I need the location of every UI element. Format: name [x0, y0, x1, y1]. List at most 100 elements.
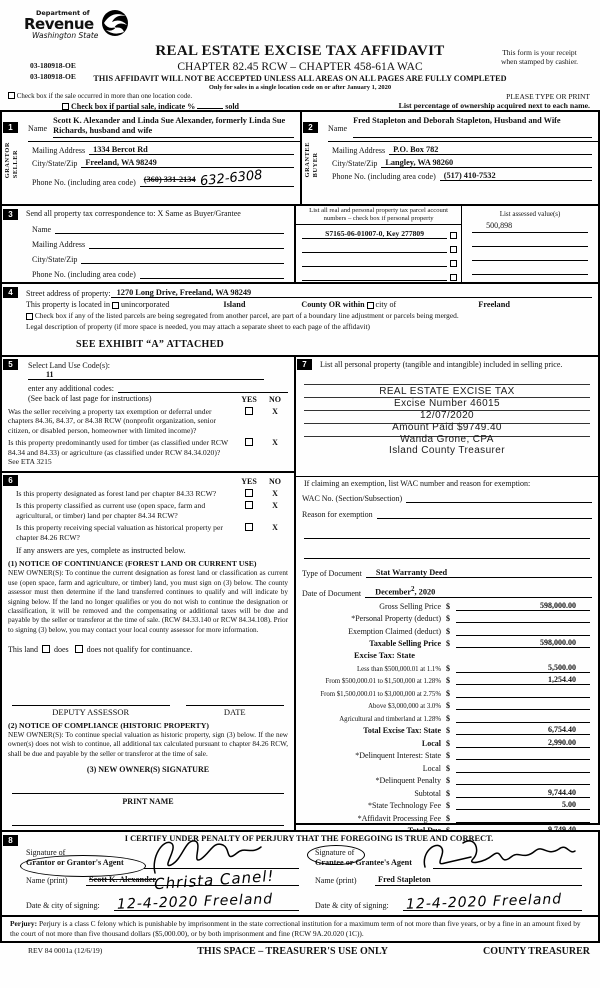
- s5-q1-yes-checkbox[interactable]: [245, 407, 253, 415]
- multi-location-label: Check box if the sale occurred in more t…: [16, 92, 193, 100]
- stamp-signer: Wanda Grone, CPA: [400, 433, 494, 445]
- seller-grantor-block: 1 GRANTOR SELLER Name Scott K. Alexander…: [2, 112, 300, 204]
- reason-field-3[interactable]: [304, 547, 590, 560]
- tax-row-field[interactable]: [456, 626, 590, 636]
- tax-row-field[interactable]: [456, 763, 590, 773]
- buyer-phone-label: Phone No. (including area code): [332, 172, 436, 181]
- doc-type-label: Type of Document: [302, 569, 362, 579]
- corr-mailing-field[interactable]: [89, 239, 285, 249]
- unincorporated-checkbox[interactable]: [111, 302, 119, 309]
- new-owner-sign-line[interactable]: [12, 782, 284, 795]
- grantee-signature-line[interactable]: [433, 847, 582, 870]
- segregated-checkbox[interactable]: [26, 313, 33, 320]
- parcel-personal-checkbox-2[interactable]: [450, 245, 458, 253]
- s6-q1-yes-checkbox[interactable]: [245, 489, 253, 497]
- tax-rate-label: From $500,000.01 to $1,500,000 at 1.28%: [325, 678, 441, 686]
- tax-row-field[interactable]: [456, 813, 590, 823]
- s5-question-1: Was the seller receiving a property tax …: [8, 407, 217, 435]
- s6-q3-no-mark: X: [272, 523, 278, 533]
- assessed-field-2[interactable]: [472, 235, 588, 247]
- grantee-date-line: 12-4-2020 Freeland: [403, 891, 582, 913]
- deputy-assessor-sign-line[interactable]: [12, 694, 170, 706]
- land-use-value: 11: [28, 370, 264, 380]
- reason-field[interactable]: [376, 509, 592, 520]
- assessed-field-4[interactable]: [472, 263, 588, 275]
- parcel-field-2[interactable]: [302, 251, 448, 253]
- tax-row-value: 9,744.40: [456, 788, 590, 798]
- tax-row-field[interactable]: [456, 775, 590, 786]
- multi-location-checkbox[interactable]: [8, 92, 15, 99]
- grantee-name-print-value: Fred Stapleton: [375, 875, 582, 887]
- dollar-sign: $: [446, 626, 450, 636]
- partial-sale-checkbox[interactable]: [62, 103, 69, 110]
- s6-q2-no-mark: X: [272, 501, 278, 511]
- print-name-line[interactable]: [12, 814, 284, 827]
- tax-row-label: *Personal Property (deduct): [351, 614, 441, 624]
- tax-row-value: 5.00: [456, 800, 590, 811]
- s6-question-2: Is this property classified as current u…: [16, 501, 206, 520]
- perjury-notice: Perjury: Perjury is a class C felony whi…: [0, 915, 600, 943]
- located-prefix: This property is located in: [26, 300, 110, 309]
- parcel-personal-checkbox-3[interactable]: [450, 259, 458, 267]
- tax-row-field[interactable]: [456, 688, 590, 698]
- logo-dept-text: Department of: [36, 9, 90, 17]
- wac-field[interactable]: [406, 493, 592, 504]
- unincorporated-label: unincorporated: [120, 300, 170, 309]
- stamp-amount-paid: Amount Paid $9749.40: [392, 421, 502, 433]
- tax-row-field[interactable]: [456, 700, 590, 711]
- partial-sale-percent-field[interactable]: [197, 101, 224, 109]
- s5-question-2: Is this property predominantly used for …: [8, 438, 229, 467]
- does-checkbox[interactable]: [42, 644, 50, 653]
- tax-row-field[interactable]: [456, 750, 590, 761]
- city-checkbox[interactable]: [366, 302, 374, 309]
- dollar-sign: $: [446, 701, 450, 711]
- s6-q2-yes-checkbox[interactable]: [245, 501, 253, 510]
- deputy-date-line[interactable]: [185, 694, 284, 706]
- parcel-header: List all real and personal property tax …: [296, 206, 462, 225]
- corr-city-field[interactable]: [81, 254, 285, 264]
- personal-property-instruction: List all personal property (tangible and…: [320, 360, 563, 369]
- s6-no-header: NO: [269, 477, 281, 486]
- dollar-sign: $: [446, 738, 450, 748]
- tax-row-value: 1,254.40: [456, 675, 590, 686]
- corr-name-field[interactable]: [55, 224, 285, 234]
- seller-city-label: City/State/Zip: [32, 159, 78, 168]
- buyer-name-value: Fred Stapleton and Deborah Stapleton, Hu…: [353, 116, 592, 138]
- tax-row-value: 598,000.00: [456, 601, 590, 611]
- assessed-field-3[interactable]: [472, 249, 588, 261]
- grantor-date-label: Date & city of signing:: [26, 900, 100, 910]
- reason-field-2[interactable]: [304, 527, 590, 540]
- county-or-label: County OR within: [301, 300, 365, 309]
- grantee-sig-label-2: Grantee or Grantee's Agent: [315, 858, 412, 868]
- reason-label: Reason for exemption: [302, 510, 373, 520]
- additional-codes-field[interactable]: [117, 383, 288, 393]
- seller-mailing-label: Mailing Address: [32, 146, 86, 155]
- stamp-title: REAL ESTATE EXCISE TAX: [379, 386, 515, 398]
- tax-row-label: Exemption Claimed (deduct): [348, 626, 441, 636]
- tax-row-field[interactable]: [456, 613, 590, 624]
- certify-statement: I CERTIFY UNDER PENALTY OF PERJURY THAT …: [124, 834, 494, 844]
- tax-row-label: *State Technology Fee: [367, 801, 441, 811]
- assessed-value: 500,898: [472, 221, 588, 233]
- dollar-sign: $: [446, 713, 450, 723]
- parcel-personal-checkbox-1[interactable]: [450, 231, 458, 239]
- s6-q3-yes-checkbox[interactable]: [245, 523, 253, 532]
- seller-phone-line: (360) 331-2134 632-6308: [139, 168, 294, 189]
- grantee-date-handwritten: 12-4-2020 Freeland: [405, 891, 563, 913]
- corr-phone-field[interactable]: [139, 269, 285, 279]
- grantor-sig-label-2: Grantor or Grantor's Agent: [26, 858, 124, 868]
- section-6-tab: 6: [3, 475, 18, 486]
- section-7-tab: 7: [297, 359, 312, 370]
- street-address-label: Street address of property:: [26, 289, 111, 298]
- s5-q2-yes-checkbox[interactable]: [245, 438, 253, 447]
- grantor-date-handwritten: 12-4-2020 Freeland: [116, 891, 274, 913]
- does-not-checkbox[interactable]: [74, 644, 83, 653]
- tax-row-field[interactable]: [456, 713, 590, 723]
- parcel-field-3[interactable]: [302, 265, 448, 267]
- tax-row-value: 598,000.00: [456, 638, 590, 649]
- tax-rate-label: Above $3,000,000 at 3.0%: [368, 703, 441, 711]
- doc-date-value: December2, 2020: [365, 585, 592, 599]
- parcel-personal-checkbox-4[interactable]: [450, 273, 458, 281]
- parcel-field-4[interactable]: [302, 279, 448, 281]
- grantor-signature-line[interactable]: [144, 847, 299, 870]
